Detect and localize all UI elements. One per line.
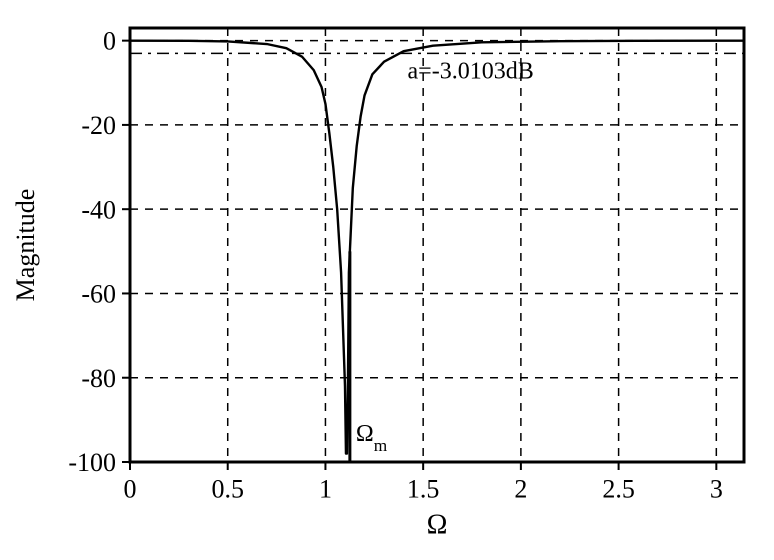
x-tick-label: 3 bbox=[710, 474, 723, 503]
x-tick-label: 0.5 bbox=[211, 474, 244, 503]
magnitude-response-chart: 0 0.5 1 1.5 2 2.5 3 -100 -80 -60 -40 -20 0 Ω Magnitude… bbox=[0, 0, 774, 560]
y-tick-label: -20 bbox=[81, 111, 116, 140]
x-axis-label: Ω bbox=[427, 510, 448, 541]
x-tick-label: 2 bbox=[514, 474, 527, 503]
x-tick-label: 1 bbox=[319, 474, 332, 503]
annotation-3db: a=-3.0103dB bbox=[408, 59, 534, 85]
x-tick-label: 1.5 bbox=[407, 474, 440, 503]
plot-background bbox=[130, 28, 744, 462]
y-tick-label: -60 bbox=[81, 280, 116, 309]
x-tick-label: 2.5 bbox=[602, 474, 635, 503]
y-tick-label: -100 bbox=[68, 448, 116, 477]
y-tick-label: -40 bbox=[81, 195, 116, 224]
y-tick-label: 0 bbox=[103, 27, 116, 56]
y-axis-label: Magnitude bbox=[11, 189, 40, 302]
y-tick-label: -80 bbox=[81, 364, 116, 393]
chart-svg: 0 0.5 1 1.5 2 2.5 3 -100 -80 -60 -40 -20 0 Ω Magnitude… bbox=[0, 0, 774, 560]
x-tick-label: 0 bbox=[124, 474, 137, 503]
